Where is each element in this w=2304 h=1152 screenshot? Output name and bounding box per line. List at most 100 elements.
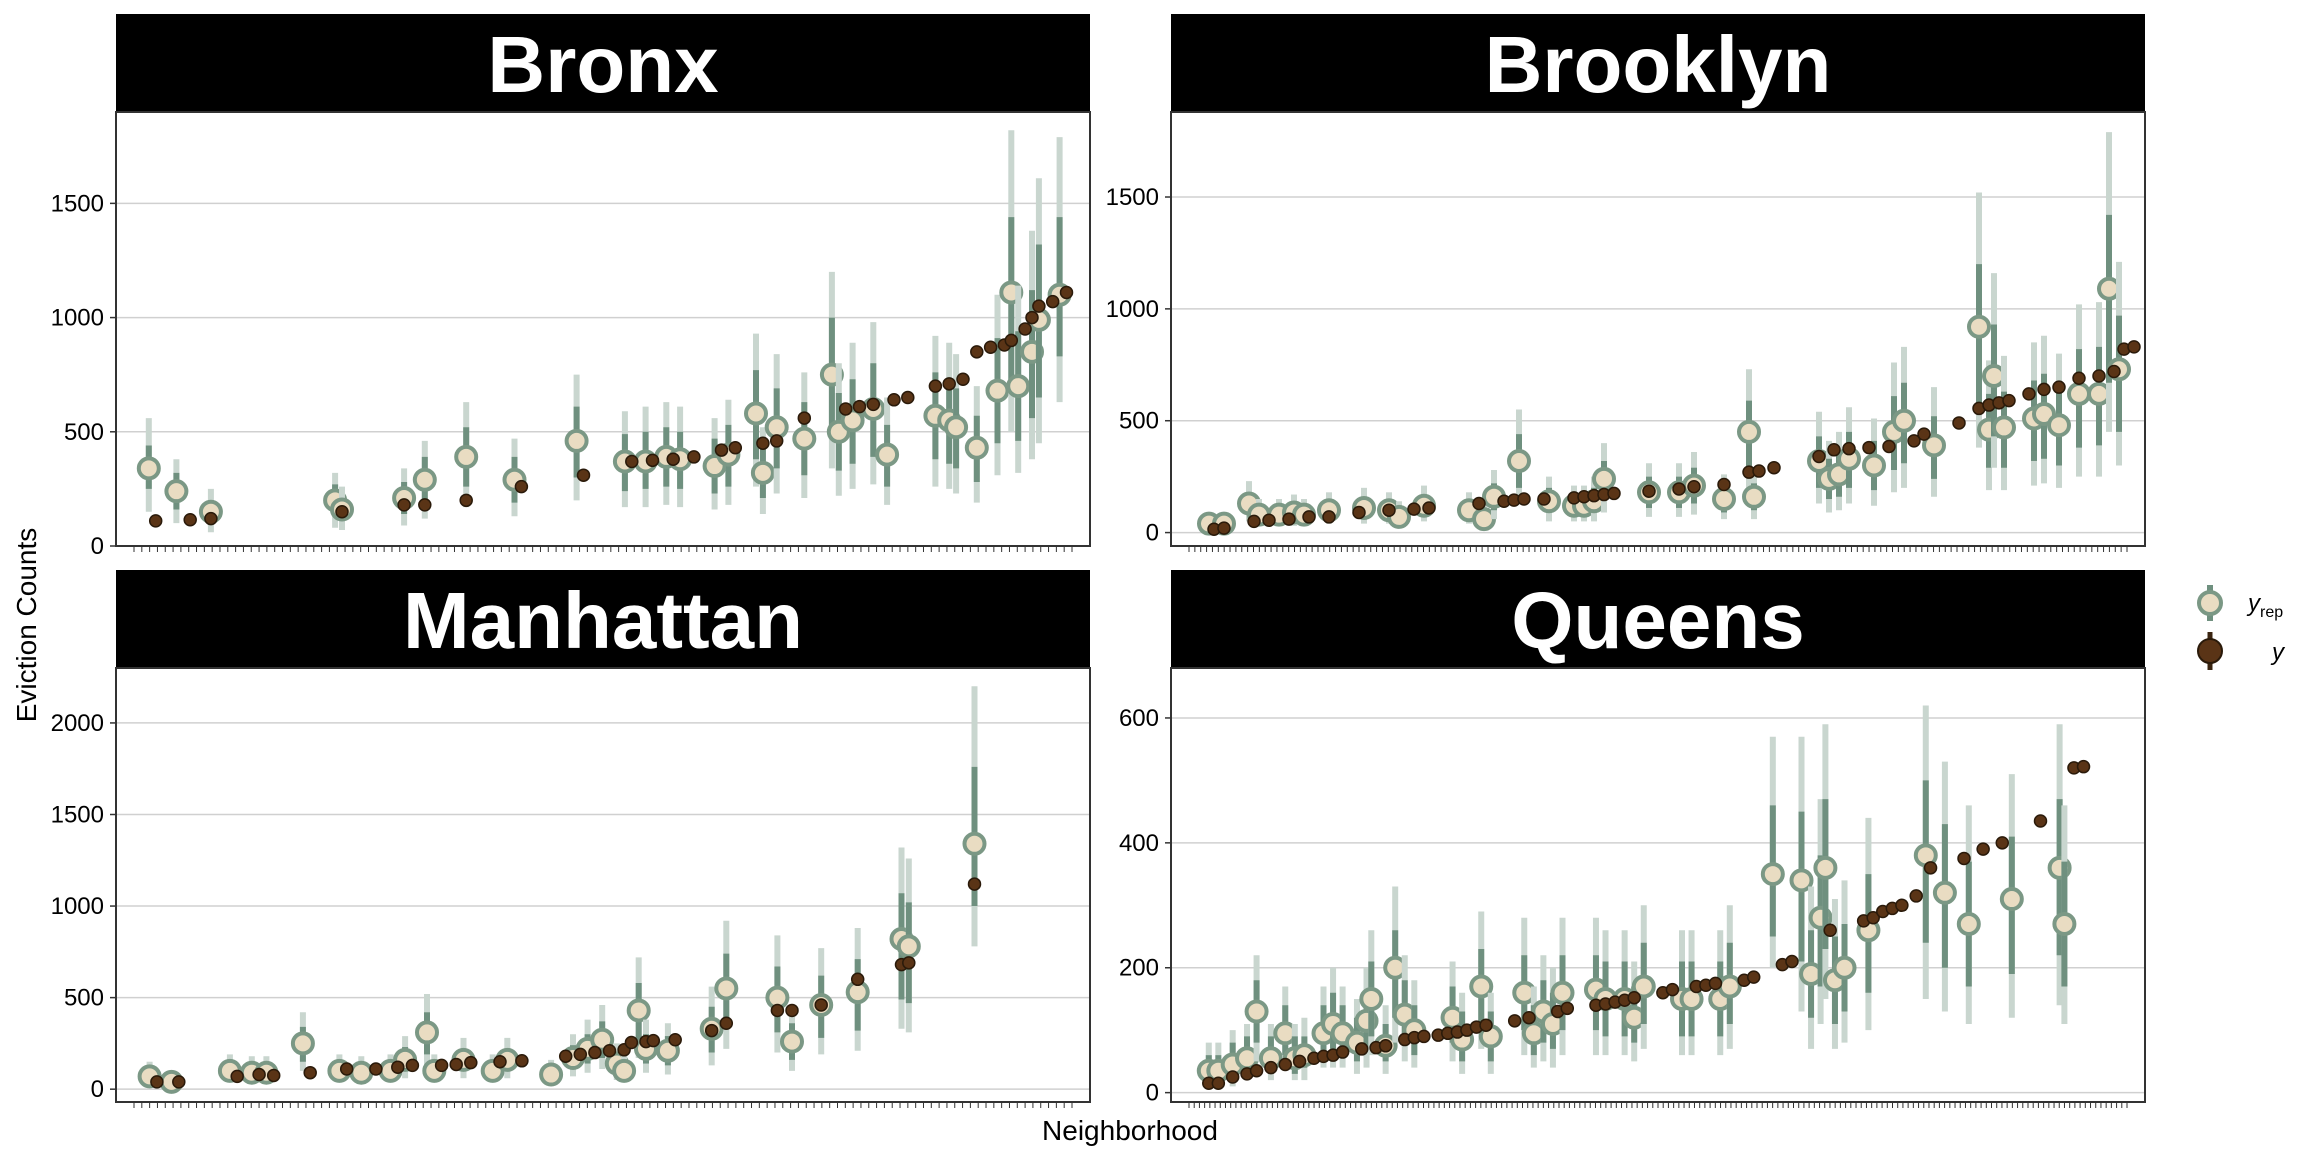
y-point — [770, 1003, 785, 1018]
panel-background — [1171, 112, 2145, 546]
yrep-point — [1892, 346, 1916, 488]
y-point — [335, 504, 349, 519]
y-point — [956, 372, 970, 387]
y-tick-label: 1000 — [51, 305, 104, 332]
y-point — [204, 511, 218, 526]
y-point — [1917, 427, 1931, 441]
y-point — [887, 393, 901, 407]
facet-strip — [1171, 14, 2145, 112]
y-point — [866, 397, 881, 412]
y-point — [1752, 464, 1766, 478]
y-point — [449, 1057, 463, 1072]
y-point — [1378, 1039, 1393, 1053]
y-point — [172, 1075, 186, 1089]
y-point — [1627, 990, 1641, 1005]
yrep-point — [612, 1054, 637, 1083]
y-point — [785, 1003, 799, 1018]
y-point — [588, 1045, 602, 1060]
facet-title: Brooklyn — [1485, 20, 1832, 109]
yrep-median — [896, 934, 921, 959]
yrep-median — [1550, 980, 1575, 1005]
y-point — [2052, 380, 2066, 394]
yrep-median — [564, 428, 589, 453]
y-point — [1045, 294, 1060, 309]
yrep-point — [454, 402, 479, 508]
yrep-point — [1482, 469, 1506, 520]
y-point — [1032, 299, 1046, 313]
y-point — [901, 390, 915, 405]
yrep-point — [412, 440, 437, 519]
y-point — [1708, 976, 1723, 991]
y-tick-label: 400 — [1119, 830, 1159, 857]
y-point — [1479, 1018, 1493, 1032]
y-point — [1249, 1064, 1264, 1078]
yrep-point — [1789, 736, 1814, 1012]
yrep-point — [1359, 930, 1384, 1056]
y-point — [1217, 521, 1231, 535]
y-point — [1827, 443, 1841, 457]
y-point — [493, 1054, 507, 1069]
y-point — [1264, 1060, 1278, 1075]
yrep-point — [1999, 774, 2024, 1018]
panel-manhattan: Manhattan 0 500 1000 1500 2000 — [51, 570, 1091, 1108]
yrep-median — [415, 1020, 439, 1045]
y-point — [339, 1062, 354, 1076]
yrep-point — [590, 1004, 615, 1070]
yrep-median — [1760, 862, 1785, 887]
yrep-point — [744, 333, 768, 487]
y-point — [1537, 492, 1551, 506]
yrep-point — [1956, 805, 1981, 1024]
yrep-median — [1742, 484, 1766, 509]
y-point — [1842, 441, 1856, 456]
y-point — [1909, 889, 1923, 903]
yrep-point — [502, 438, 527, 517]
yrep-point — [1760, 736, 1785, 968]
yrep-median — [750, 460, 775, 485]
yrep-point — [1006, 285, 1031, 473]
y-tick-label: 2000 — [51, 710, 104, 737]
y-tick-label: 500 — [64, 985, 104, 1012]
y-point — [983, 340, 998, 355]
yrep-point — [2087, 302, 2111, 477]
y-point — [2033, 814, 2048, 828]
y-point — [1507, 1014, 1522, 1028]
yrep-point — [896, 858, 921, 1033]
yrep-median — [944, 415, 969, 440]
y-point — [459, 493, 473, 508]
yrep-point — [290, 1012, 315, 1071]
facet-strip — [116, 570, 1090, 668]
y-point — [1895, 898, 1909, 913]
yrep-median — [2067, 381, 2091, 406]
legend-y-circle — [2197, 638, 2223, 664]
y-point — [668, 1032, 682, 1047]
y-point — [852, 399, 867, 414]
y-tick-label: 1500 — [51, 801, 104, 828]
y-tick-label: 600 — [1119, 705, 1159, 732]
y-point — [1352, 505, 1366, 520]
y-point — [902, 956, 916, 970]
yrep-point — [765, 935, 790, 1053]
yrep-point — [2052, 805, 2077, 1024]
y-point — [183, 512, 197, 527]
y-point — [1607, 486, 1621, 501]
y-point — [645, 453, 660, 468]
y-point — [2127, 340, 2141, 354]
yrep-median — [1956, 912, 1981, 937]
y-tick-label: 0 — [1146, 520, 1159, 547]
yrep-median — [1922, 433, 1946, 458]
yrep-median — [1712, 487, 1736, 512]
y-point — [1302, 510, 1316, 524]
panel-bronx: Bronx 0 500 1000 1500 — [51, 14, 1091, 560]
y-point — [1059, 285, 1074, 300]
x-ticks — [133, 546, 1073, 552]
y-point — [1957, 851, 1971, 866]
y-point — [1687, 479, 1701, 494]
yrep-median — [1789, 868, 1814, 893]
yrep-median — [164, 479, 189, 504]
y-point — [148, 514, 163, 528]
facet-title: Queens — [1511, 576, 1804, 665]
yrep-point — [564, 374, 589, 501]
yrep-point — [1932, 761, 1957, 1012]
legend-yrep-label: yrep — [2246, 590, 2283, 621]
x-ticks — [1188, 546, 2128, 552]
